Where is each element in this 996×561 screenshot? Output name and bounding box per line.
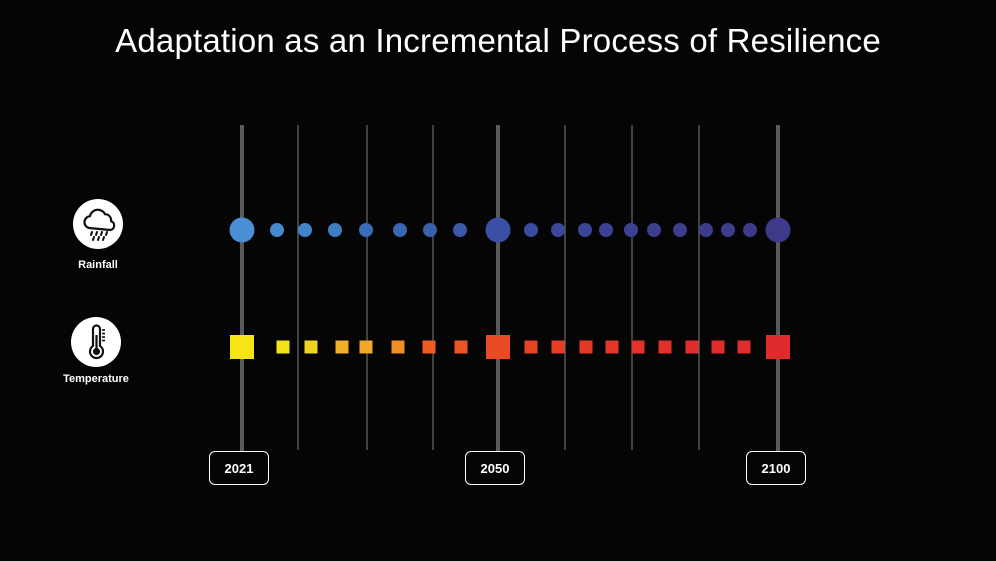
rainfall-dot	[524, 223, 538, 237]
rainfall-milestone-dot	[229, 217, 255, 243]
rainfall-dot	[624, 223, 638, 237]
rainfall-dot	[359, 223, 373, 237]
rainfall-dot	[551, 223, 565, 237]
year-box-2050: 2050	[465, 451, 525, 485]
temperature-square	[454, 340, 468, 354]
rainfall-dot	[298, 223, 312, 237]
rainfall-dot	[453, 223, 467, 237]
temperature-square	[711, 340, 725, 354]
rainfall-markers	[229, 217, 791, 243]
temperature-square	[631, 340, 645, 354]
temperature-square	[335, 340, 349, 354]
temperature-square	[551, 340, 565, 354]
temperature-square	[658, 340, 672, 354]
temperature-square	[685, 340, 699, 354]
temperature-milestone-square	[486, 335, 510, 359]
rainfall-label: Rainfall	[78, 259, 118, 271]
rainfall-dot	[673, 223, 687, 237]
page-title: Adaptation as an Incremental Process of …	[115, 22, 881, 59]
temperature-square	[304, 340, 318, 354]
temperature-square	[359, 340, 373, 354]
year-box-2100: 2100	[746, 451, 806, 485]
temperature-square	[605, 340, 619, 354]
thermometer-icon	[71, 317, 121, 367]
temperature-milestone-square	[230, 335, 254, 359]
rainfall-dot	[328, 223, 342, 237]
temperature-square	[422, 340, 436, 354]
rainfall-dot	[578, 223, 592, 237]
temperature-markers	[230, 335, 790, 359]
rainfall-dot	[743, 223, 757, 237]
rainfall-dot	[393, 223, 407, 237]
rainfall-milestone-dot	[485, 217, 511, 243]
rainfall-dot	[721, 223, 735, 237]
year-box-2021: 2021	[209, 451, 269, 485]
rain-cloud-icon	[73, 199, 123, 249]
temperature-square	[391, 340, 405, 354]
grid-lines	[240, 125, 780, 452]
temperature-square	[276, 340, 290, 354]
rainfall-dot	[423, 223, 437, 237]
rainfall-milestone-dot	[765, 217, 791, 243]
temperature-milestone-square	[766, 335, 790, 359]
temperature-square	[737, 340, 751, 354]
temperature-square	[524, 340, 538, 354]
temperature-label: Temperature	[63, 373, 129, 385]
rainfall-dot	[699, 223, 713, 237]
temperature-square	[579, 340, 593, 354]
rainfall-dot	[647, 223, 661, 237]
rainfall-dot	[599, 223, 613, 237]
rainfall-dot	[270, 223, 284, 237]
